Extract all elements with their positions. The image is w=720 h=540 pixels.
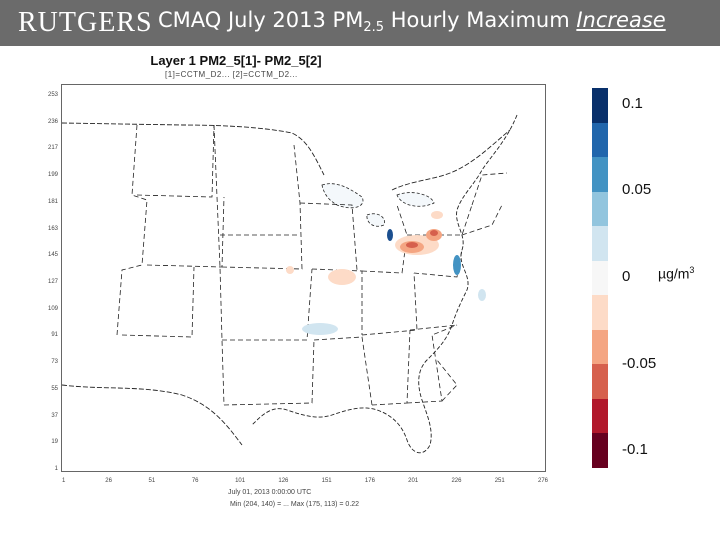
colorbar-segment: [592, 260, 608, 295]
title-prefix: CMAQ July 2013 PM: [158, 8, 364, 32]
title-emphasis: Increase: [576, 8, 666, 32]
colorbar-segment: [592, 329, 608, 364]
rutgers-logo: RUTGERS: [18, 7, 153, 38]
legend-label-0.05: 0.05: [622, 181, 652, 198]
unit-text: µg/m: [658, 265, 690, 282]
colorbar: [592, 88, 608, 468]
y-tick-label: 217: [47, 145, 58, 152]
unit-superscript: 3: [689, 265, 695, 275]
colorbar-segment: [592, 295, 608, 330]
y-tick-label: 236: [47, 118, 58, 125]
concentration-blob-red-3: [406, 242, 418, 248]
map-footer-minmax: Min (204, 140) = ... Max (175, 113) = 0.…: [230, 501, 360, 508]
mexico-border: [62, 384, 243, 446]
x-tick-label: 201: [408, 478, 419, 484]
header-bar: RUTGERS CMAQ July 2013 PM2.5 Hourly Maxi…: [0, 0, 720, 46]
y-tick-label: 199: [47, 172, 58, 179]
y-tick-label: 37: [51, 412, 58, 419]
y-tick-label: 1: [54, 466, 58, 472]
y-tick-label: 55: [51, 385, 58, 392]
concentration-blob-blue-1: [387, 229, 393, 241]
colorbar-segment: [592, 191, 608, 226]
colorbar-segment: [592, 157, 608, 192]
concentration-blob-blue-4: [478, 289, 486, 301]
colorbar-segment: [592, 88, 608, 123]
x-tick-label: 1: [62, 478, 66, 484]
legend-label-neg-0.1: -0.1: [622, 441, 648, 458]
legend-label-neg-0.05: -0.05: [622, 355, 657, 372]
concentration-blob-red-8: [431, 211, 443, 219]
title-middle: Hourly Maximum: [384, 8, 577, 32]
y-tick-label: 127: [47, 279, 58, 285]
great-lakes-shape: [321, 183, 435, 227]
y-tick-label: 253: [47, 92, 58, 98]
x-tick-label: 251: [494, 478, 505, 484]
concentration-blob-blue-3: [302, 323, 338, 335]
y-tick-label: 145: [47, 252, 58, 259]
map-svg: [62, 114, 518, 454]
map-footer-date: July 01, 2013 0:00:00 UTC: [228, 489, 312, 496]
y-tick-label: 91: [51, 332, 58, 339]
state-boundaries: [116, 124, 508, 406]
x-tick-label: 26: [105, 478, 112, 484]
x-tick-label: 51: [148, 478, 156, 484]
concentration-blob-red-5: [430, 230, 438, 236]
x-tick-label: 226: [451, 478, 462, 484]
plot-title: Layer 1 PM2_5[1]- PM2_5[2]: [150, 53, 322, 68]
legend-label-0.1: 0.1: [622, 95, 643, 112]
concentration-blob-red-7: [286, 266, 294, 274]
y-tick-label: 19: [51, 439, 58, 446]
x-tick-label: 101: [235, 478, 246, 484]
plot-subtitle: [1]=CCTM_D2... [2]=CCTM_D2...: [165, 70, 298, 79]
colorbar-segment: [592, 364, 608, 399]
colorbar-segment: [592, 226, 608, 261]
concentration-blob-blue-2: [453, 255, 461, 275]
page-title: CMAQ July 2013 PM2.5 Hourly Maximum Incr…: [158, 8, 666, 35]
x-tick-label: 126: [278, 478, 289, 484]
colorbar-segment: [592, 122, 608, 157]
y-tick-label: 109: [47, 305, 58, 312]
concentration-blob-red-6: [328, 269, 356, 285]
title-subscript: 2.5: [363, 20, 385, 35]
y-tick-label: 181: [47, 198, 58, 205]
unit-label: µg/m3: [658, 265, 694, 282]
colorbar-segment: [592, 433, 608, 468]
x-tick-label: 76: [191, 478, 199, 484]
colorbar-segment: [592, 398, 608, 433]
legend-label-0: 0: [622, 268, 631, 285]
y-tick-label: 163: [47, 225, 58, 232]
y-tick-label: 73: [51, 359, 58, 366]
national-border: [62, 122, 511, 191]
map-frame: [61, 84, 546, 472]
x-tick-label: 276: [538, 478, 549, 484]
x-tick-label: 151: [321, 478, 332, 484]
coastline: [251, 114, 518, 454]
x-tick-label: 176: [364, 478, 375, 484]
